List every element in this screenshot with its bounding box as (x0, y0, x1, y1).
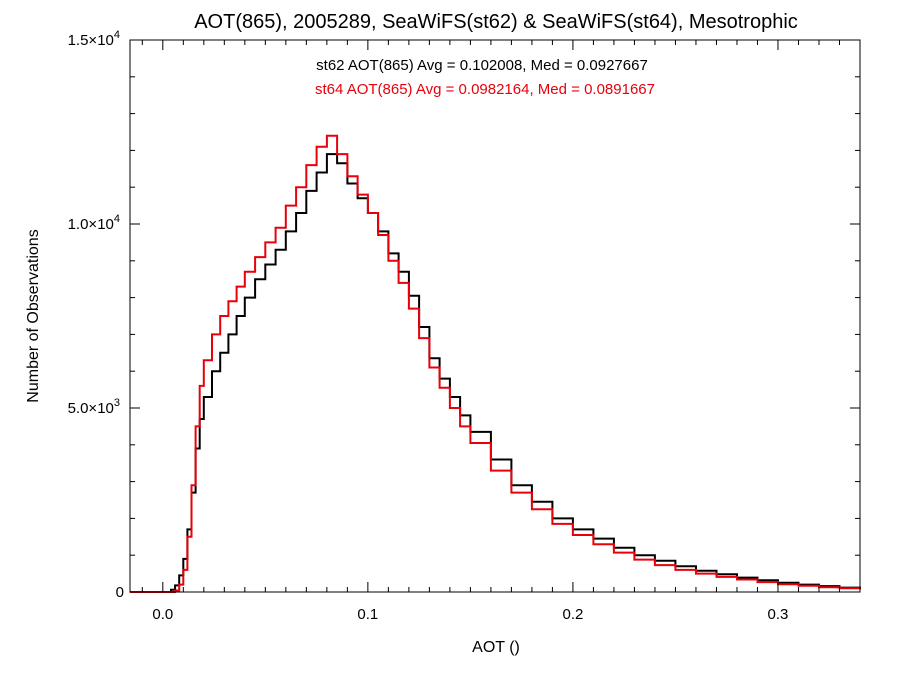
series-line-st64 (130, 134, 861, 593)
x-tick-label: 0.3 (768, 606, 789, 623)
y-axis-label: Number of Observations (25, 229, 42, 402)
series-line-st62 (130, 153, 861, 593)
y-tick-label: 5.0×103 (68, 397, 120, 417)
legend-st64: st64 AOT(865) Avg = 0.0982164, Med = 0.0… (315, 81, 655, 98)
x-axis-label: AOT () (472, 639, 520, 656)
plot-area: 0.0 0.1 0.2 0.3 0 5.0×103 1.0×104 1.5×104 (68, 29, 861, 623)
chart-title: AOT(865), 2005289, SeaWiFS(st62) & SeaWi… (194, 11, 798, 33)
y-tick-label: 1.5×104 (68, 29, 120, 49)
plot-frame (129, 39, 861, 593)
y-tick-label: 1.0×104 (68, 213, 120, 233)
x-tick-label: 0.2 (562, 606, 583, 623)
y-tick-label: 0 (116, 584, 124, 601)
x-tick-label: 0.0 (152, 606, 173, 623)
legend-st62: st62 AOT(865) Avg = 0.102008, Med = 0.09… (316, 57, 648, 74)
x-tick-label: 0.1 (357, 606, 378, 623)
